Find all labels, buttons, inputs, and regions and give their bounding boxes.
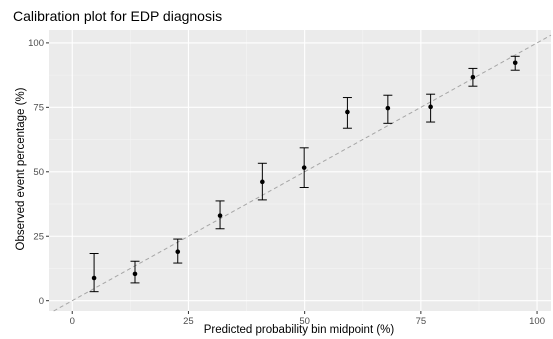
data-point xyxy=(217,213,223,218)
chart-title: Calibration plot for EDP diagnosis xyxy=(13,8,222,24)
reference-diagonal-line xyxy=(53,34,552,312)
y-tick-label: 25 xyxy=(33,232,44,243)
y-tick-label: 75 xyxy=(33,103,44,114)
data-point xyxy=(132,271,138,277)
data-point xyxy=(428,104,433,110)
x-axis-label: Predicted probability bin midpoint (%) xyxy=(204,324,395,336)
y-tick-label: 100 xyxy=(28,38,44,49)
y-axis-ticks: 0 25 50 75 100 xyxy=(28,38,49,307)
data-point xyxy=(175,249,181,255)
y-tick-label: 0 xyxy=(39,296,44,307)
minor-gridlines xyxy=(49,30,551,311)
x-axis-ticks: 0 25 50 75 100 xyxy=(70,311,545,327)
plot-panel xyxy=(49,30,551,311)
x-tick-label: 25 xyxy=(183,316,194,327)
data-points xyxy=(91,60,518,281)
data-point xyxy=(512,60,518,66)
data-point xyxy=(301,165,307,170)
data-point xyxy=(385,105,391,111)
data-point xyxy=(260,179,265,185)
x-tick-label: 100 xyxy=(529,316,545,327)
data-point xyxy=(91,275,97,281)
y-axis-label: Observed event percentage (%) xyxy=(15,87,27,250)
data-point xyxy=(470,74,476,80)
data-point xyxy=(345,109,350,115)
x-tick-label: 50 xyxy=(299,316,310,327)
x-tick-label: 0 xyxy=(70,316,75,327)
major-gridlines xyxy=(49,30,551,311)
x-tick-label: 75 xyxy=(416,316,427,327)
y-tick-label: 50 xyxy=(33,167,44,178)
error-bar xyxy=(89,253,99,293)
